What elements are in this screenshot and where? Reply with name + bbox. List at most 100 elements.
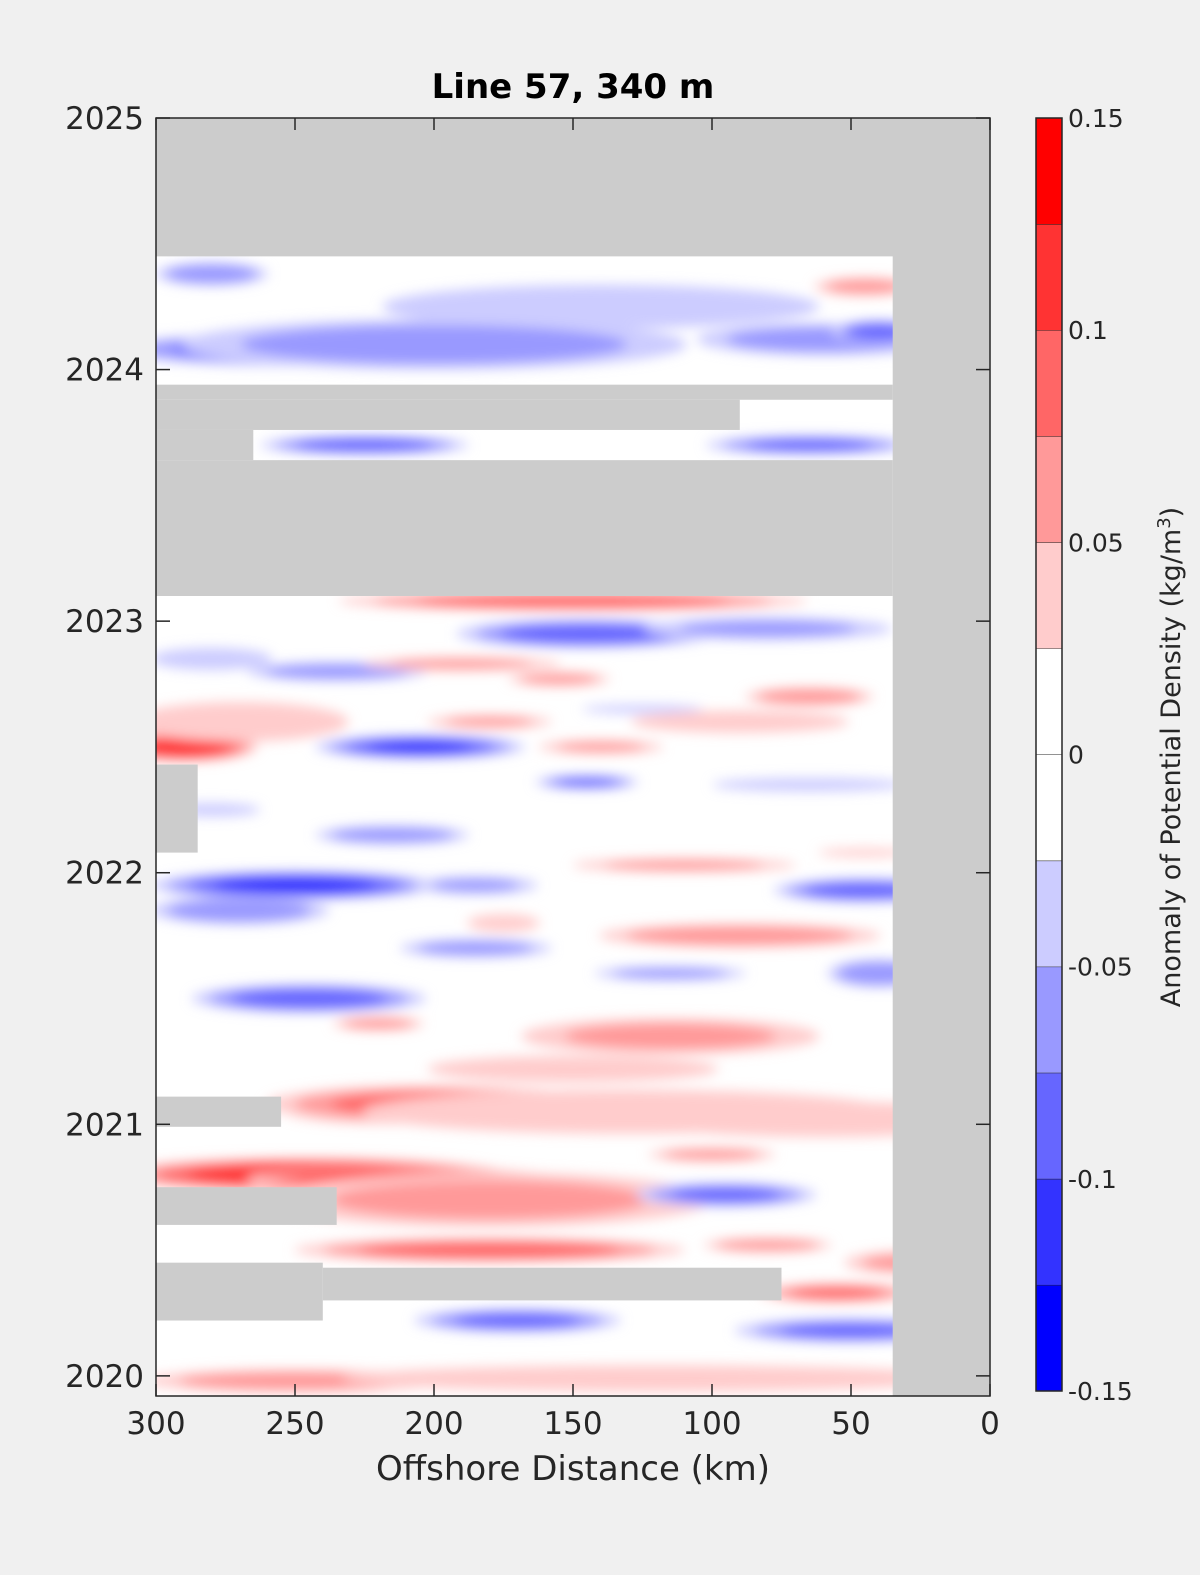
anomaly-blob [382, 284, 820, 329]
anomaly-blob [181, 319, 687, 370]
missing-data-region [322, 1267, 782, 1301]
contour-level [663, 1149, 761, 1160]
missing-data-layer [156, 118, 990, 1396]
anomaly-blob [156, 871, 440, 900]
x-tick-label: 250 [265, 1406, 324, 1442]
contour-level [367, 741, 473, 753]
anomaly-blob [635, 1183, 817, 1207]
y-tick-label: 2024 [65, 353, 144, 389]
x-tick-label: 150 [543, 1406, 602, 1442]
missing-data-region [156, 384, 893, 400]
contour-level [520, 673, 598, 685]
contour-level [416, 594, 730, 608]
anomaly-blob [260, 435, 469, 455]
anomaly-blob [508, 672, 610, 686]
anomaly-blob [535, 775, 639, 790]
anomaly-blob [648, 1147, 776, 1162]
anomaly-blob [705, 435, 913, 455]
colorbar-segment [1036, 224, 1062, 331]
contour-level [670, 1187, 782, 1202]
y-tick-label: 2021 [65, 1107, 144, 1143]
contour-level [382, 284, 820, 329]
colorbar-frame [1035, 117, 1063, 1392]
contour-level [500, 624, 674, 644]
colorbar: 0.15 0.1 0.05 0 -0.05 -0.1 -0.15 [1035, 104, 1133, 1406]
contour-level [612, 968, 729, 979]
contour-level [679, 620, 856, 637]
anomaly-blob [598, 924, 881, 948]
contour-level [166, 264, 257, 284]
contour-level [167, 899, 312, 922]
contour-level [712, 778, 907, 792]
anomaly-blob [538, 740, 663, 754]
anomaly-blob [191, 984, 427, 1013]
missing-data-region [156, 399, 740, 430]
contour-level [630, 710, 849, 733]
anomaly-blob [630, 710, 849, 733]
contour-level [626, 926, 853, 945]
anomaly-blob [413, 876, 538, 895]
anomaly-blob [315, 735, 525, 759]
anomaly-blob [156, 896, 329, 925]
chart-title: Line 57, 340 m [432, 67, 715, 107]
contour-level [605, 860, 764, 870]
missing-data-region [156, 118, 990, 257]
x-tick-label: 50 [831, 1406, 870, 1442]
colorbar-segment [1036, 1178, 1062, 1285]
x-tick-label: 300 [126, 1406, 185, 1442]
anomaly-blob [467, 914, 540, 932]
anomaly-blob [521, 1018, 820, 1055]
colorbar-title-prefix: Anomaly of Potential Density (kg/m [1156, 529, 1187, 1007]
anomaly-blob [265, 1172, 714, 1227]
contour-level [555, 777, 619, 787]
x-axis: 300 250 200 150 100 50 0 [126, 118, 1000, 1442]
contour-level [331, 1180, 648, 1219]
missing-data-region [156, 1096, 282, 1127]
contour-level [156, 702, 349, 742]
anomaly-blob [156, 702, 349, 742]
contour-level [340, 1365, 972, 1392]
colorbar-tick-label: 0.05 [1068, 528, 1124, 557]
anomaly-blob [572, 858, 797, 872]
contour-level [343, 1018, 414, 1029]
contour-level [818, 848, 912, 857]
anomaly-blob [643, 617, 892, 640]
anomaly-blob [413, 1308, 621, 1333]
anomaly-blob [399, 939, 552, 958]
colorbar-title-exponent: 3 [1154, 517, 1175, 528]
colorbar-segment [1036, 966, 1062, 1073]
contour-level [359, 1242, 620, 1258]
anomaly-blob [294, 1238, 685, 1262]
anomaly-blob [340, 1365, 972, 1392]
contour-level [745, 439, 873, 451]
contour-level [556, 742, 645, 752]
anomaly-blob [759, 1283, 915, 1303]
contour-level [445, 717, 534, 727]
contour-level [454, 1313, 581, 1328]
anomaly-blob [703, 1238, 832, 1253]
contour-level [156, 738, 230, 756]
colorbar-title-suffix: ) [1156, 507, 1187, 518]
colorbar-title: Anomaly of Potential Density (kg/m3) [1154, 507, 1187, 1007]
contour-level [330, 827, 454, 843]
contour-level [431, 878, 520, 892]
plot-area [155, 117, 991, 1397]
contour-level [757, 689, 861, 705]
colorbar-segment [1036, 118, 1062, 225]
y-axis: 2020 2021 2022 2023 2024 2025 [65, 101, 990, 1395]
colorbar-segment [1036, 436, 1062, 543]
y-tick-label: 2025 [65, 101, 144, 137]
colorbar-tick-label: -0.1 [1068, 1165, 1117, 1194]
contour-level [467, 914, 540, 932]
anomaly-blob [332, 1016, 424, 1031]
anomaly-blob [427, 1055, 719, 1083]
colorbar-tick-label: -0.15 [1068, 1377, 1133, 1406]
anomaly-blob [594, 966, 747, 981]
missing-data-region [156, 460, 893, 596]
colorbar-segment [1036, 754, 1062, 861]
colorbar-segment [1036, 648, 1062, 755]
contour-level [427, 1055, 719, 1083]
missing-data-region [156, 1262, 323, 1321]
anomaly-blob [818, 848, 912, 857]
colorbar-segment [1036, 542, 1062, 649]
